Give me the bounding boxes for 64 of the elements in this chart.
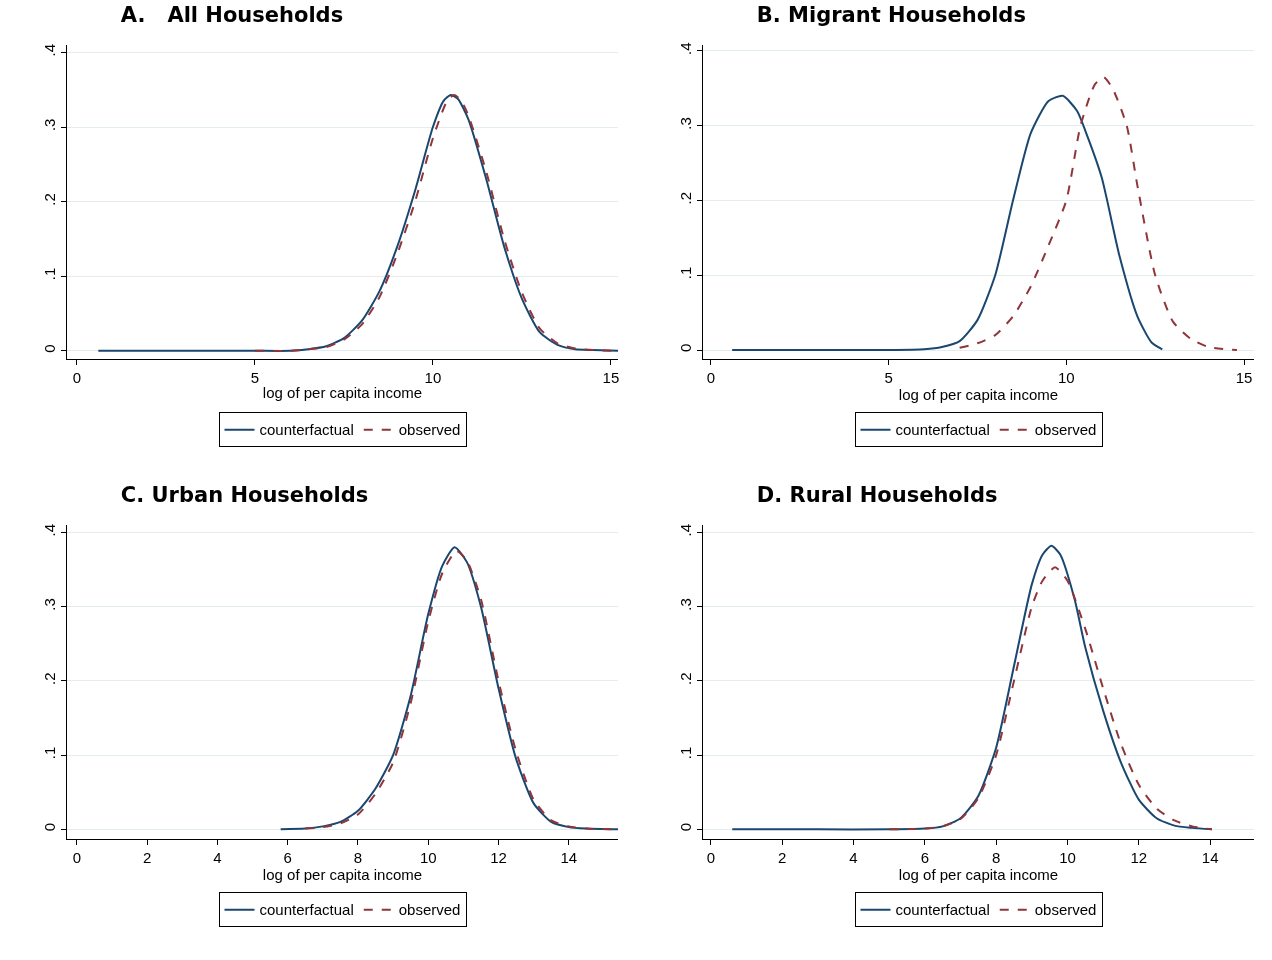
y-tick-label: .4 bbox=[41, 523, 58, 537]
x-tick-label: 10 bbox=[419, 849, 437, 866]
y-tick-label: .3 bbox=[677, 117, 694, 130]
x-tick-label: 0 bbox=[706, 849, 716, 866]
y-tick-label: .4 bbox=[677, 523, 694, 537]
x-tick-label: 8 bbox=[991, 849, 1001, 866]
x-axis-title: log of per capita income bbox=[262, 384, 423, 401]
chart-title: D. Rural Households bbox=[756, 482, 998, 507]
y-tick-label: .3 bbox=[41, 118, 58, 132]
x-tick-label: 4 bbox=[213, 849, 222, 866]
line-series bbox=[958, 76, 1238, 352]
x-tick-label: 10 bbox=[424, 369, 442, 386]
legend-label: counterfactual bbox=[259, 901, 354, 919]
x-axis-title: log of per capita income bbox=[898, 386, 1059, 403]
x-tick-label: 12 bbox=[1130, 849, 1148, 866]
x-tick-label: 2 bbox=[142, 849, 152, 866]
y-tick-label: 0 bbox=[41, 822, 58, 832]
x-axis-title: log of per capita income bbox=[262, 866, 423, 883]
x-tick-label: 0 bbox=[72, 849, 82, 866]
x-tick-label: 14 bbox=[1201, 849, 1219, 866]
y-tick-label: .4 bbox=[677, 42, 694, 55]
y-tick-label: .1 bbox=[41, 746, 58, 760]
legend-label: counterfactual bbox=[895, 421, 990, 439]
x-tick-label: 15 bbox=[602, 369, 620, 386]
legend-label: counterfactual bbox=[895, 901, 990, 919]
y-tick-label: .1 bbox=[677, 746, 694, 760]
y-tick-label: .2 bbox=[677, 191, 694, 205]
x-tick-label: 12 bbox=[490, 849, 507, 866]
line-series bbox=[888, 566, 1213, 831]
x-axis-title: log of per capita income bbox=[898, 866, 1059, 883]
x-tick-label: 0 bbox=[72, 369, 82, 386]
y-tick-label: .2 bbox=[41, 672, 58, 685]
y-tick-label: .3 bbox=[41, 598, 58, 611]
x-tick-label: 2 bbox=[778, 849, 787, 866]
x-tick-label: 6 bbox=[283, 849, 292, 866]
line-series bbox=[97, 93, 618, 352]
y-tick-label: .2 bbox=[677, 672, 694, 685]
legend-label: observed bbox=[1034, 901, 1097, 919]
legend-label: observed bbox=[398, 421, 461, 439]
legend-label: counterfactual bbox=[259, 421, 354, 439]
x-tick-label: 5 bbox=[250, 369, 260, 386]
y-tick-label: .1 bbox=[41, 267, 58, 281]
x-tick-label: 10 bbox=[1059, 849, 1076, 866]
x-tick-label: 0 bbox=[706, 369, 715, 386]
chart-title: A. All Households bbox=[120, 2, 344, 27]
x-tick-label: 14 bbox=[560, 849, 578, 866]
legend-label: observed bbox=[398, 901, 461, 919]
x-tick-label: 8 bbox=[353, 849, 363, 866]
x-tick-label: 5 bbox=[884, 369, 893, 386]
x-tick-label: 4 bbox=[849, 849, 858, 866]
y-tick-label: 0 bbox=[677, 343, 694, 352]
y-tick-label: .1 bbox=[677, 266, 694, 280]
y-tick-label: .4 bbox=[41, 43, 58, 57]
x-tick-label: 15 bbox=[1235, 369, 1253, 386]
y-tick-label: 0 bbox=[41, 344, 58, 353]
y-tick-label: 0 bbox=[677, 822, 694, 832]
legend-label: observed bbox=[1034, 421, 1097, 439]
line-series bbox=[731, 94, 1164, 352]
y-tick-label: .3 bbox=[677, 598, 694, 611]
y-tick-label: .2 bbox=[41, 193, 58, 206]
chart-title: C. Urban Households bbox=[120, 482, 369, 507]
x-tick-label: 6 bbox=[920, 849, 929, 866]
x-tick-label: 10 bbox=[1057, 369, 1075, 386]
chart-title: B. Migrant Households bbox=[756, 2, 1026, 27]
